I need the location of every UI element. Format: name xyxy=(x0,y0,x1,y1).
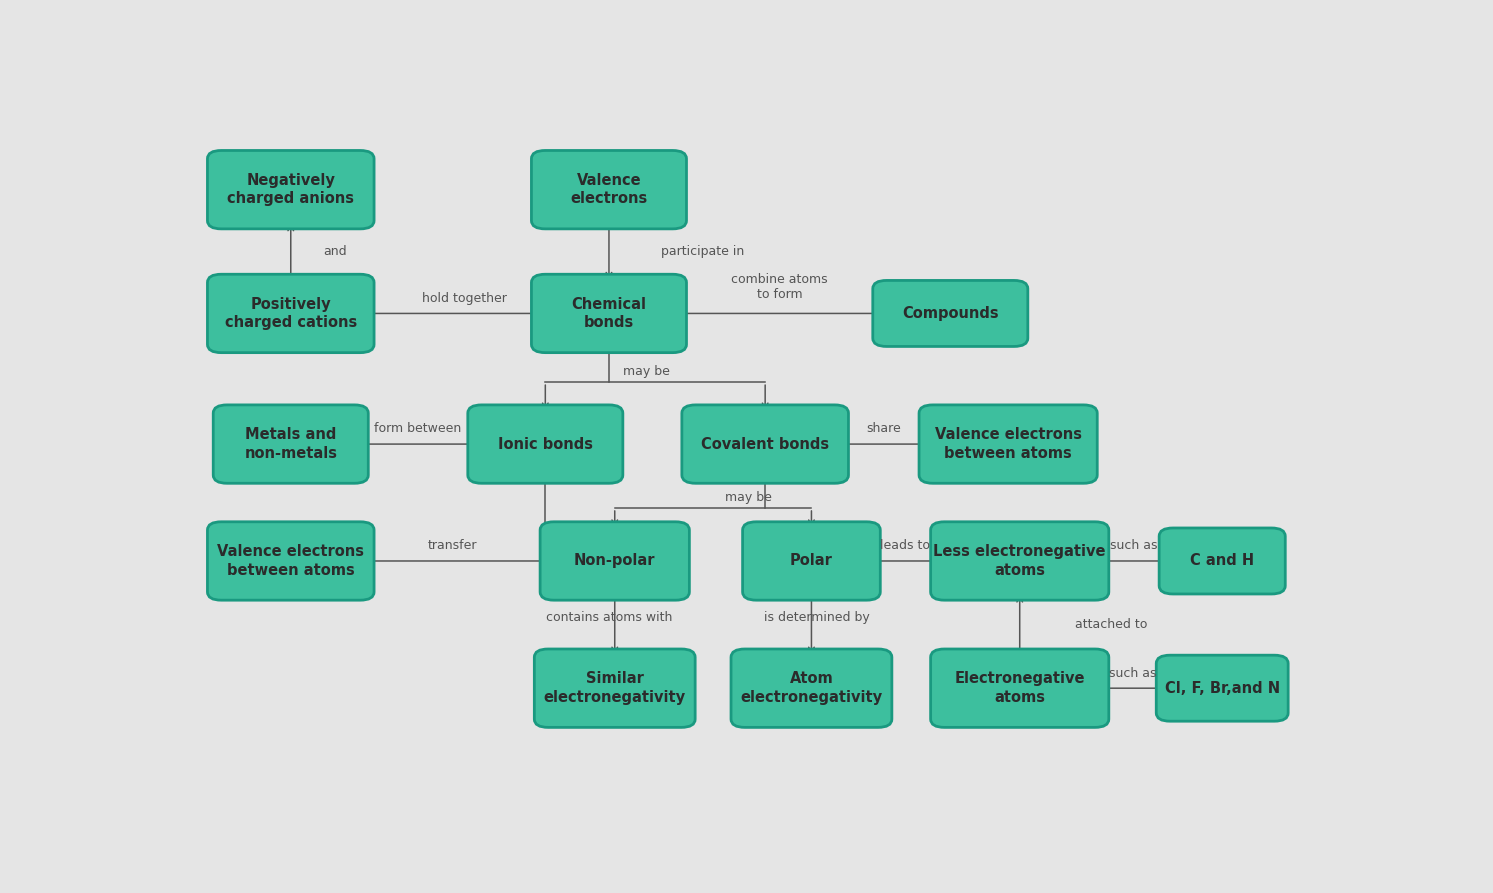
FancyBboxPatch shape xyxy=(532,274,687,353)
FancyBboxPatch shape xyxy=(873,280,1027,346)
Text: Compounds: Compounds xyxy=(902,306,999,321)
Text: Cl, F, Br,and N: Cl, F, Br,and N xyxy=(1165,680,1280,696)
FancyBboxPatch shape xyxy=(208,522,375,600)
Text: Valence electrons
between atoms: Valence electrons between atoms xyxy=(218,544,364,578)
Text: Positively
charged cations: Positively charged cations xyxy=(224,296,357,330)
Text: form between: form between xyxy=(375,422,461,436)
Text: share: share xyxy=(866,422,902,436)
Text: contains atoms with: contains atoms with xyxy=(546,611,672,624)
FancyBboxPatch shape xyxy=(732,649,891,728)
Text: such as: such as xyxy=(1109,666,1156,680)
Text: Polar: Polar xyxy=(790,554,833,569)
FancyBboxPatch shape xyxy=(213,405,369,483)
FancyBboxPatch shape xyxy=(208,274,375,353)
FancyBboxPatch shape xyxy=(534,649,696,728)
Text: Metals and
non-metals: Metals and non-metals xyxy=(245,427,337,461)
Text: and: and xyxy=(322,245,346,258)
Text: Negatively
charged anions: Negatively charged anions xyxy=(227,173,354,206)
Text: Similar
electronegativity: Similar electronegativity xyxy=(543,672,685,705)
FancyBboxPatch shape xyxy=(467,405,623,483)
Text: Non-polar: Non-polar xyxy=(573,554,655,569)
FancyBboxPatch shape xyxy=(540,522,690,600)
Text: Valence
electrons: Valence electrons xyxy=(570,173,648,206)
Text: Covalent bonds: Covalent bonds xyxy=(702,437,829,452)
FancyBboxPatch shape xyxy=(930,522,1109,600)
Text: combine atoms
to form: combine atoms to form xyxy=(732,273,829,301)
FancyBboxPatch shape xyxy=(742,522,881,600)
Text: Electronegative
atoms: Electronegative atoms xyxy=(954,672,1085,705)
Text: may be: may be xyxy=(724,490,772,504)
Text: transfer: transfer xyxy=(428,539,478,553)
FancyBboxPatch shape xyxy=(930,649,1109,728)
Text: is determined by: is determined by xyxy=(764,611,870,624)
Text: hold together: hold together xyxy=(423,292,506,305)
Text: leads to: leads to xyxy=(881,539,930,553)
Text: participate in: participate in xyxy=(661,245,745,258)
Text: such as: such as xyxy=(1111,539,1157,553)
Text: C and H: C and H xyxy=(1190,554,1254,569)
FancyBboxPatch shape xyxy=(920,405,1097,483)
Text: Valence electrons
between atoms: Valence electrons between atoms xyxy=(935,427,1081,461)
Text: attached to: attached to xyxy=(1075,618,1148,631)
FancyBboxPatch shape xyxy=(1156,655,1288,722)
Text: may be: may be xyxy=(623,364,670,378)
FancyBboxPatch shape xyxy=(682,405,848,483)
Text: Atom
electronegativity: Atom electronegativity xyxy=(741,672,882,705)
Text: Ionic bonds: Ionic bonds xyxy=(497,437,593,452)
FancyBboxPatch shape xyxy=(1159,528,1285,594)
FancyBboxPatch shape xyxy=(208,151,375,229)
FancyBboxPatch shape xyxy=(532,151,687,229)
Text: Chemical
bonds: Chemical bonds xyxy=(572,296,646,330)
Text: Less electronegative
atoms: Less electronegative atoms xyxy=(933,544,1106,578)
